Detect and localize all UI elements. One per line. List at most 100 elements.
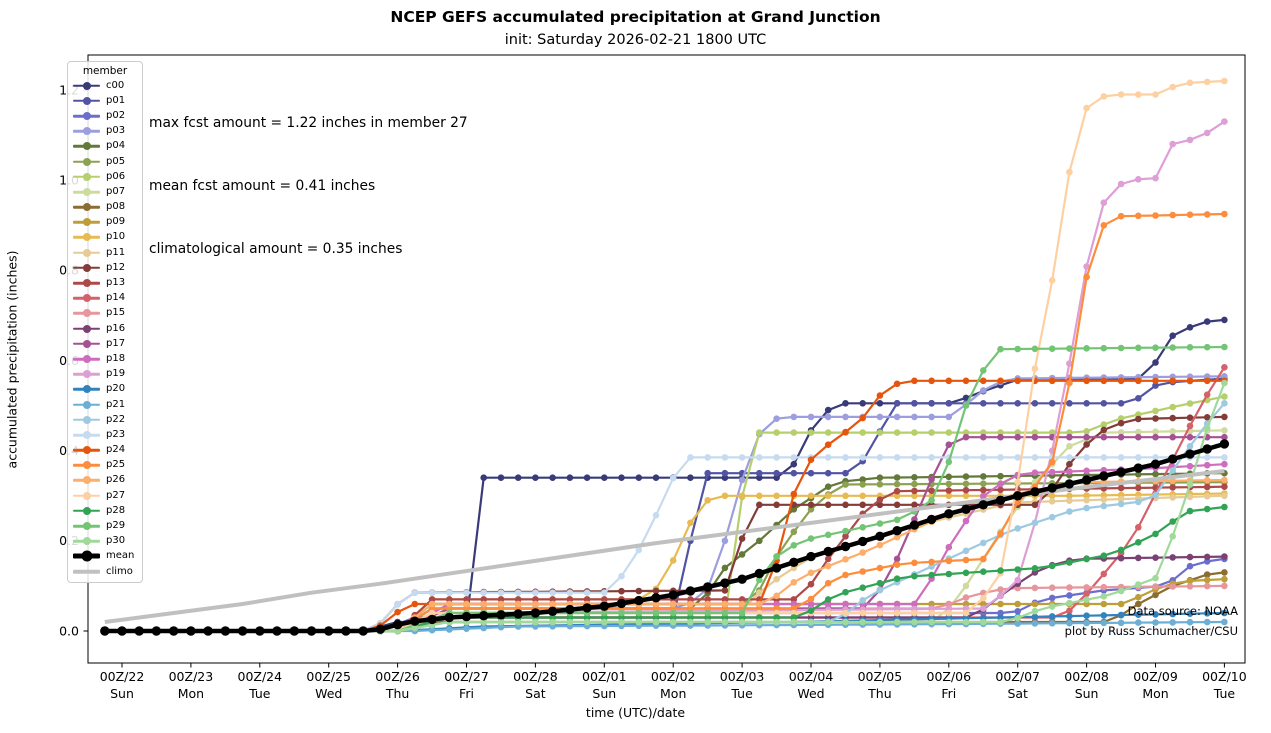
marker-p03 — [928, 413, 935, 421]
marker-p03 — [807, 413, 815, 421]
legend-swatch-p11 — [73, 247, 100, 259]
marker-p02 — [1014, 608, 1021, 615]
marker-p18 — [1221, 460, 1228, 468]
marker-p23 — [859, 454, 866, 461]
annotation-block: max fcst amount = 1.22 inches in member … — [149, 71, 468, 302]
marker-p29 — [1083, 345, 1090, 352]
marker-p21 — [1152, 619, 1159, 626]
marker-p24 — [980, 377, 987, 385]
marker-p30 — [962, 618, 970, 626]
x-tick-label-utc: 00Z/01 — [582, 669, 627, 684]
x-tick-label-day: Sat — [1007, 686, 1028, 701]
marker-mean — [547, 606, 558, 616]
legend-swatch-p13 — [73, 277, 100, 289]
marker-p06 — [756, 429, 763, 436]
marker-p01 — [1083, 400, 1090, 407]
marker-p23 — [411, 589, 419, 596]
marker-p23 — [566, 589, 574, 596]
marker-p29 — [652, 609, 660, 617]
legend-item-p10: p10 — [73, 230, 137, 245]
marker-c00 — [549, 474, 556, 482]
marker-p04 — [859, 476, 866, 483]
marker-mean — [737, 574, 747, 584]
marker-p26 — [738, 600, 746, 608]
marker-mean — [1168, 454, 1178, 464]
series-line-p24 — [104, 379, 1225, 633]
legend-swatch-p08 — [73, 201, 100, 213]
marker-p03 — [721, 537, 729, 545]
marker-p27 — [1169, 83, 1176, 91]
marker-p09 — [1203, 576, 1211, 584]
marker-p30 — [721, 618, 729, 626]
marker-p24 — [859, 414, 866, 422]
marker-p13 — [583, 596, 591, 603]
marker-p10 — [704, 497, 711, 504]
marker-p24 — [394, 608, 401, 616]
marker-p28 — [997, 567, 1004, 574]
marker-p07 — [962, 582, 970, 590]
marker-p30 — [394, 627, 401, 635]
marker-p25 — [1117, 212, 1125, 220]
x-tick-label-utc: 00Z/06 — [927, 669, 972, 684]
marker-p23 — [514, 589, 522, 596]
marker-p20 — [1031, 613, 1039, 621]
marker-mean — [703, 582, 713, 592]
marker-p23 — [1031, 454, 1039, 461]
legend-marker-p19 — [82, 370, 91, 379]
marker-mean — [1030, 487, 1040, 497]
marker-p29 — [721, 609, 729, 617]
marker-mean — [203, 626, 213, 636]
marker-p01 — [1135, 395, 1142, 402]
marker-p25 — [807, 595, 815, 603]
marker-p08 — [1203, 571, 1211, 578]
marker-p28 — [1135, 539, 1142, 546]
marker-p27 — [428, 609, 436, 617]
marker-p27 — [1014, 478, 1021, 486]
marker-p28 — [962, 569, 970, 577]
marker-p13 — [497, 596, 505, 603]
marker-p04 — [824, 483, 832, 491]
marker-p15 — [1152, 583, 1159, 590]
marker-p16 — [1152, 554, 1159, 561]
marker-p23 — [721, 454, 729, 461]
marker-mean — [840, 541, 851, 552]
series-line-p17 — [104, 436, 1225, 633]
marker-c00 — [480, 474, 488, 482]
marker-p30 — [893, 618, 901, 626]
marker-mean — [565, 604, 575, 615]
marker-p24 — [824, 441, 832, 449]
x-tick-label-utc: 00Z/24 — [238, 669, 283, 684]
marker-p24 — [411, 600, 419, 608]
marker-p22 — [1135, 498, 1142, 506]
marker-p27 — [824, 609, 832, 617]
legend-item-p12: p12 — [73, 260, 137, 275]
marker-p23 — [480, 589, 488, 596]
marker-p30 — [1083, 596, 1090, 603]
marker-p23 — [687, 454, 694, 461]
marker-p23 — [911, 454, 918, 461]
source-note-line2: plot by Russ Schumacher/CSU — [1064, 624, 1238, 638]
marker-p06 — [1100, 421, 1108, 428]
x-tick-label-utc: 00Z/08 — [1064, 669, 1109, 684]
marker-p10 — [687, 519, 694, 527]
marker-p23 — [1014, 454, 1021, 461]
marker-p10 — [893, 492, 901, 500]
marker-p14 — [1186, 422, 1194, 430]
marker-p12 — [1100, 426, 1108, 434]
marker-p17 — [1169, 433, 1176, 441]
marker-p07 — [1117, 429, 1125, 436]
legend-label-p09: p09 — [106, 216, 126, 228]
legend-swatch-p04 — [73, 140, 100, 152]
marker-p30 — [1117, 587, 1125, 595]
marker-p27 — [1066, 168, 1073, 176]
marker-p17 — [962, 433, 970, 441]
marker-p05 — [893, 480, 901, 488]
marker-mean — [582, 603, 592, 613]
legend-label-p26: p26 — [106, 474, 126, 486]
marker-p03 — [911, 413, 918, 421]
marker-p12 — [1117, 419, 1125, 427]
legend-label-p28: p28 — [106, 504, 126, 516]
marker-mean — [272, 626, 282, 636]
marker-p12 — [893, 501, 901, 509]
marker-mean — [771, 563, 782, 573]
